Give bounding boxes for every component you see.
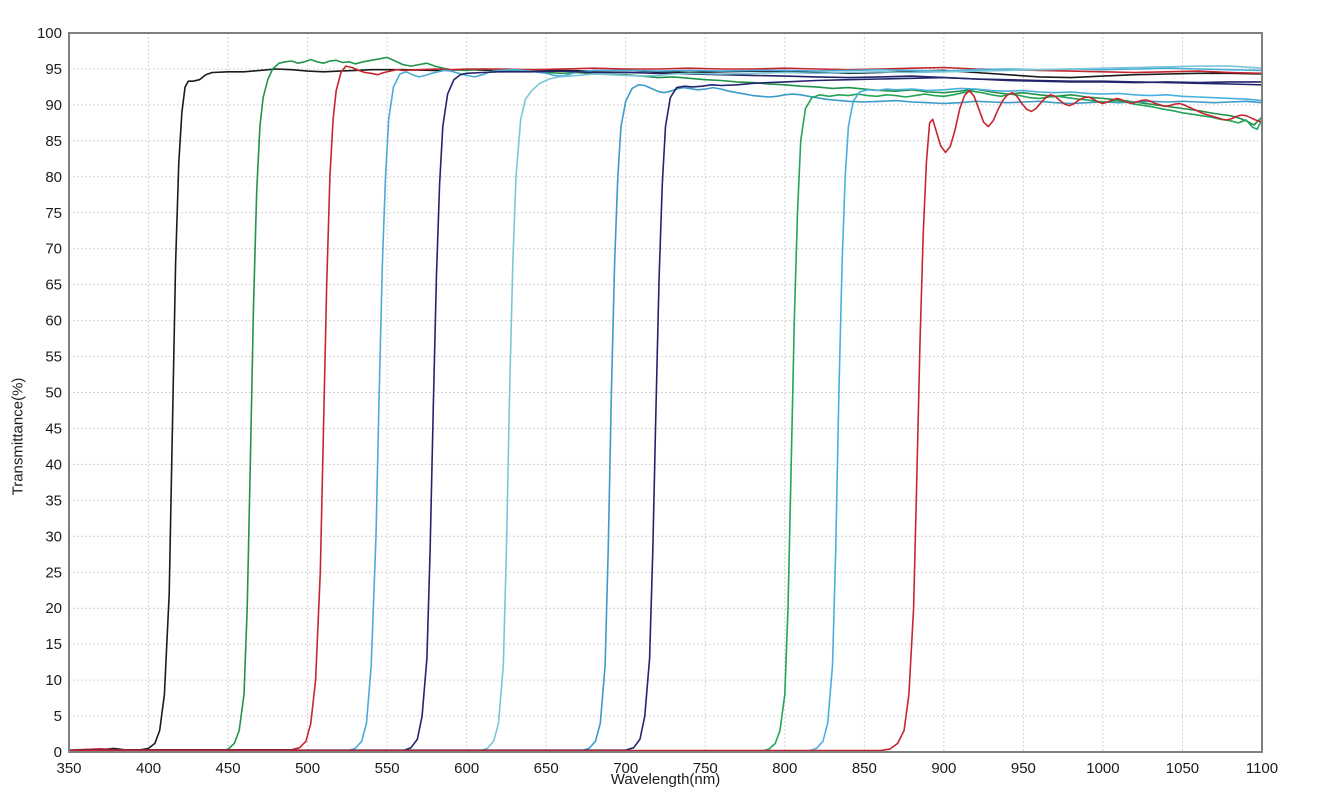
series-lp515	[68, 65, 1263, 752]
y-tick-label: 15	[45, 636, 62, 653]
y-tick-label: 95	[45, 61, 62, 78]
series-lp630	[68, 65, 1263, 752]
x-tick-label: 400	[136, 760, 161, 777]
x-tick-label: 500	[295, 760, 320, 777]
series-layer	[68, 56, 1263, 753]
y-tick-label: 40	[45, 456, 62, 473]
x-tick-label: 600	[454, 760, 479, 777]
x-tick-label: 650	[534, 760, 559, 777]
series-lp695	[68, 84, 1263, 752]
plot-frame	[68, 32, 1263, 753]
y-tick-label: 55	[45, 349, 62, 366]
x-tick-label: 450	[216, 760, 241, 777]
x-tick-label: 950	[1011, 760, 1036, 777]
x-tick-label: 750	[693, 760, 718, 777]
x-tick-label: 850	[852, 760, 877, 777]
y-tick-label: 20	[45, 600, 62, 617]
series-lp470	[68, 56, 1263, 753]
x-tick-label: 900	[931, 760, 956, 777]
y-tick-label: 45	[45, 420, 62, 437]
x-axis-title: Wavelength(nm)	[610, 771, 721, 788]
x-axis-tick-labels: 350 400 450 500 550 600 650 700 750 800 850 900 950 1…	[56, 760, 1278, 777]
y-tick-label: 25	[45, 564, 62, 581]
y-tick-label: 60	[45, 313, 62, 330]
y-tick-label: 65	[45, 277, 62, 294]
series-lp420	[68, 68, 1263, 752]
x-tick-label: 1000	[1086, 760, 1119, 777]
series-lp720	[68, 76, 1263, 752]
x-tick-label: 350	[56, 760, 81, 777]
plot-border	[68, 32, 1263, 753]
y-tick-label: 30	[45, 528, 62, 545]
series-lp550	[68, 67, 1263, 752]
x-tick-label: 800	[772, 760, 797, 777]
y-tick-label: 85	[45, 133, 62, 150]
series-lp580	[68, 70, 1263, 752]
y-tick-label: 50	[45, 385, 62, 402]
x-tick-label: 700	[613, 760, 638, 777]
y-tick-label: 100	[37, 25, 62, 42]
y-tick-label: 35	[45, 492, 62, 509]
y-tick-label: 90	[45, 97, 62, 114]
y-tick-label: 75	[45, 205, 62, 222]
x-tick-label: 550	[375, 760, 400, 777]
series-lp835	[68, 87, 1263, 752]
y-tick-label: 5	[54, 708, 62, 725]
y-axis-title: Transmittance(%)	[9, 377, 27, 496]
x-tick-label: 1100	[1246, 760, 1278, 777]
series-lp805	[68, 90, 1263, 753]
y-tick-label: 0	[54, 744, 62, 761]
y-tick-label: 70	[45, 241, 62, 258]
y-axis-tick-labels: 0 5 10 15 20 25 30 35 40 45 50 55 60 65 70 75 80 85 90 95 10…	[37, 25, 62, 761]
series-lp885	[68, 89, 1263, 752]
y-tick-label: 10	[45, 672, 62, 689]
y-tick-label: 80	[45, 169, 62, 186]
x-tick-label: 1050	[1166, 760, 1199, 777]
